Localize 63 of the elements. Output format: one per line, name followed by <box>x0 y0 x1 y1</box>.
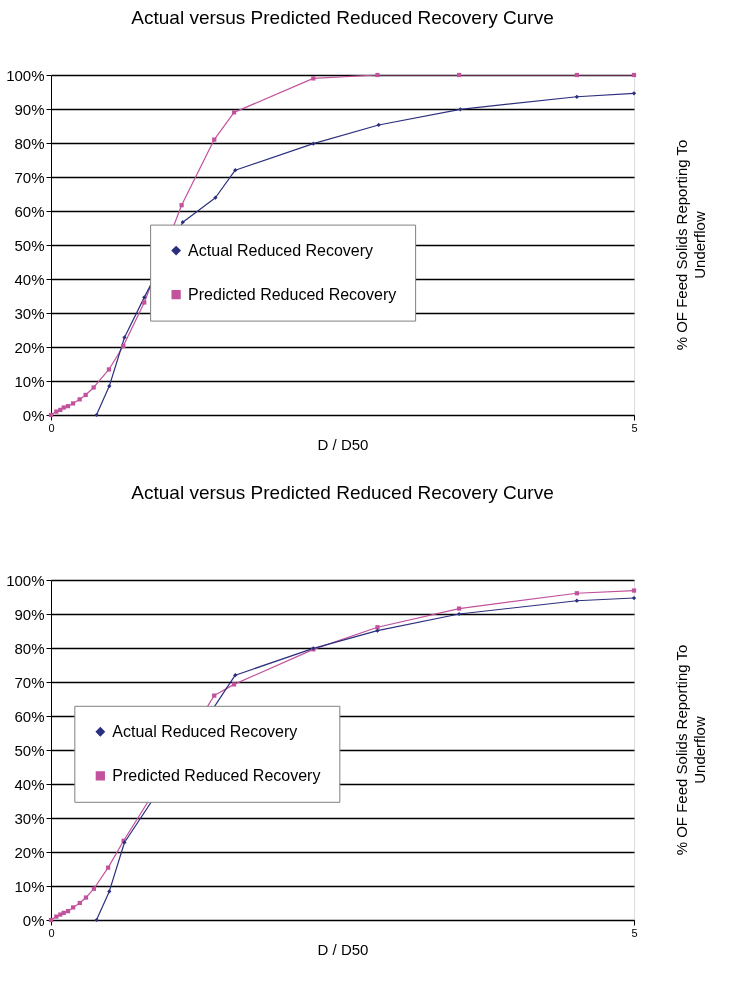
x-tick-label: 0 <box>48 926 55 939</box>
y-tick-label: 60% <box>14 707 45 725</box>
y-axis-title: % OF Feed Solids Reporting To Underflow <box>673 139 708 351</box>
point <box>574 94 579 99</box>
point <box>458 107 463 112</box>
point <box>83 895 89 900</box>
point <box>71 905 76 910</box>
y-tick-label: 100% <box>6 571 45 589</box>
y-tick-label: 90% <box>14 605 45 623</box>
y-tick-label: 30% <box>14 304 45 322</box>
y-tick-label: 90% <box>14 100 45 118</box>
point <box>212 137 217 142</box>
chart-title: Actual versus Predicted Reduced Recovery Curve <box>131 482 554 503</box>
point <box>233 168 238 173</box>
y-tick-label: 20% <box>14 338 45 356</box>
point <box>456 611 462 617</box>
point <box>231 110 237 115</box>
point <box>142 300 147 305</box>
point <box>631 595 637 601</box>
x-axis-title: D / D50 <box>317 940 369 958</box>
y-tick-label: 30% <box>14 809 45 827</box>
point <box>212 693 217 698</box>
point <box>179 203 184 208</box>
y-tick-label: 70% <box>14 168 45 186</box>
y-tick-label: 100% <box>6 66 45 84</box>
legend-label: Actual Reduced Recovery <box>188 241 374 259</box>
y-tick-label: 20% <box>14 843 45 861</box>
point <box>631 588 637 593</box>
y-tick-label: 80% <box>14 134 45 152</box>
point <box>311 76 316 81</box>
y-tick-label: 10% <box>14 877 45 895</box>
y-tick-label: 70% <box>14 673 45 691</box>
point <box>122 335 127 340</box>
point <box>142 295 147 300</box>
x-tick-label: 0 <box>48 421 55 434</box>
x-tick-label: 5 <box>631 926 638 939</box>
y-tick-label: 80% <box>14 639 45 657</box>
point <box>70 401 76 406</box>
point <box>311 141 316 146</box>
point <box>180 220 185 225</box>
legend-label: Predicted Reduced Recovery <box>188 285 397 303</box>
legend-label: Actual Reduced Recovery <box>112 722 298 740</box>
point <box>54 409 59 414</box>
point <box>54 914 59 919</box>
y-tick-label: 50% <box>14 741 45 759</box>
y-tick-label: 60% <box>14 202 45 220</box>
point <box>233 673 238 678</box>
point <box>91 385 96 390</box>
point <box>106 367 112 372</box>
y-axis-title: % OF Feed Solids Reporting To Underflow <box>673 644 708 856</box>
y-tick-label: 50% <box>14 236 45 254</box>
legend-label: Predicted Reduced Recovery <box>112 766 321 784</box>
y-tick-label: 0% <box>22 911 45 929</box>
point <box>231 682 237 687</box>
y-tick-label: 40% <box>14 775 45 793</box>
y-tick-label: 10% <box>14 372 45 390</box>
point <box>375 72 380 78</box>
point <box>456 606 462 611</box>
y-tick-label: 40% <box>14 270 45 288</box>
y-tick-label: 0% <box>22 406 45 424</box>
chart-title: Actual versus Predicted Reduced Recovery Curve <box>131 7 554 28</box>
x-tick-label: 5 <box>631 421 638 434</box>
x-axis-title: D / D50 <box>317 435 369 453</box>
